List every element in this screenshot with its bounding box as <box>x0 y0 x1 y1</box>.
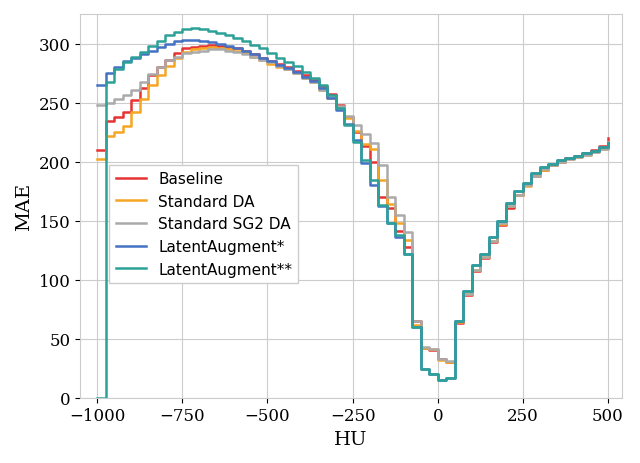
LatentAugment** <box>604 141 612 146</box>
Standard SG2 DA <box>280 68 288 73</box>
Baseline <box>408 319 416 324</box>
Line: Standard SG2 DA: Standard SG2 DA <box>97 50 608 361</box>
Standard DA <box>604 139 612 145</box>
Line: LatentAugment**: LatentAugment** <box>97 29 608 398</box>
X-axis label: HU: HU <box>334 430 367 448</box>
Standard DA <box>195 46 203 52</box>
Y-axis label: MAE: MAE <box>15 182 33 231</box>
LatentAugment** <box>408 325 416 330</box>
LatentAugment* <box>221 44 228 50</box>
LatentAugment** <box>545 162 552 167</box>
Standard DA <box>374 178 382 184</box>
Standard SG2 DA <box>374 163 382 169</box>
Standard SG2 DA <box>221 49 228 54</box>
Standard DA <box>442 360 450 365</box>
Standard SG2 DA <box>553 159 561 165</box>
Line: Baseline: Baseline <box>97 45 608 363</box>
Baseline <box>442 360 450 365</box>
Standard SG2 DA <box>604 139 612 145</box>
LatentAugment* <box>408 325 416 330</box>
Standard SG2 DA <box>93 103 101 108</box>
LatentAugment** <box>280 61 288 66</box>
LatentAugment* <box>553 158 561 164</box>
LatentAugment* <box>204 40 212 46</box>
Standard SG2 DA <box>195 49 203 54</box>
LatentAugment** <box>204 29 212 34</box>
Line: LatentAugment*: LatentAugment* <box>97 41 608 380</box>
LatentAugment* <box>604 141 612 146</box>
Standard DA <box>408 322 416 328</box>
Baseline <box>195 44 203 50</box>
Baseline <box>204 43 212 48</box>
Legend: Baseline, Standard DA, Standard SG2 DA, LatentAugment*, LatentAugment**: Baseline, Standard DA, Standard SG2 DA, … <box>109 165 298 283</box>
Standard DA <box>204 45 212 51</box>
Standard DA <box>221 48 228 53</box>
LatentAugment* <box>434 377 442 383</box>
Baseline <box>93 148 101 153</box>
LatentAugment* <box>93 83 101 88</box>
Baseline <box>374 195 382 200</box>
Baseline <box>280 65 288 71</box>
Baseline <box>553 159 561 165</box>
LatentAugment* <box>179 38 186 44</box>
Baseline <box>221 45 228 51</box>
Standard DA <box>553 159 561 165</box>
Standard DA <box>93 157 101 163</box>
Baseline <box>604 136 612 142</box>
Line: Standard DA: Standard DA <box>97 48 608 363</box>
LatentAugment* <box>374 204 382 210</box>
Standard DA <box>280 68 288 73</box>
LatentAugment** <box>221 33 228 39</box>
Standard SG2 DA <box>204 48 212 53</box>
LatentAugment* <box>280 66 288 72</box>
LatentAugment** <box>187 26 195 32</box>
Standard SG2 DA <box>408 319 416 324</box>
LatentAugment** <box>374 203 382 209</box>
Standard SG2 DA <box>442 358 450 364</box>
LatentAugment** <box>93 395 101 400</box>
